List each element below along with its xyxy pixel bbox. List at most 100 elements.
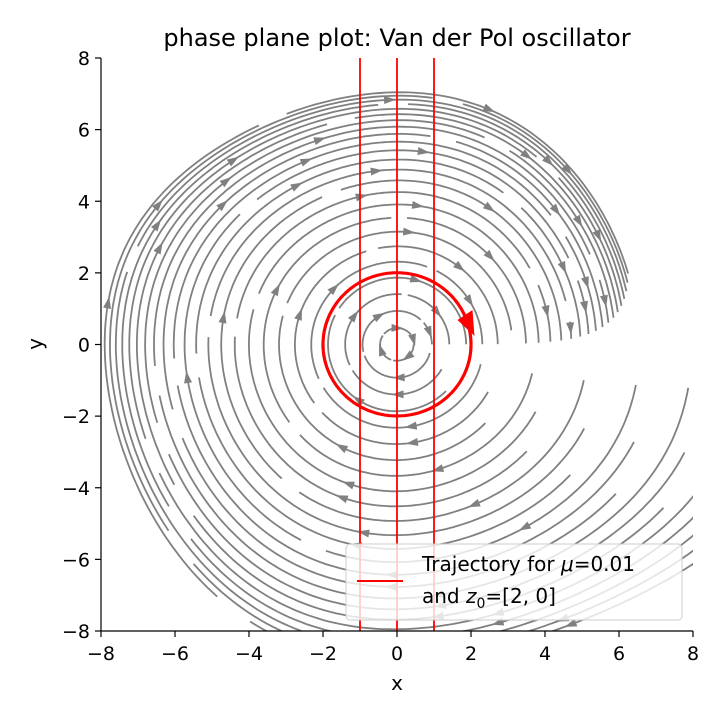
streamline-arrow xyxy=(313,137,326,146)
streamline-arrow xyxy=(592,229,602,242)
streamline-arrow xyxy=(370,167,383,176)
streamline xyxy=(537,284,552,342)
streamlines xyxy=(103,91,693,643)
streamline-arrow xyxy=(355,193,368,202)
legend-line1-prefix: Trajectory for xyxy=(421,552,561,576)
legend-line1-var: μ xyxy=(560,552,574,576)
streamline-arrow xyxy=(417,147,430,155)
streamline-arrow xyxy=(384,95,397,104)
x-tick-label: −2 xyxy=(309,643,337,665)
streamline-arrow xyxy=(453,260,465,272)
streamline-arrow xyxy=(409,274,423,283)
streamline-arrow xyxy=(226,156,239,167)
streamline-arrow xyxy=(151,199,163,212)
x-tick-label: 8 xyxy=(687,643,699,665)
streamline-arrow xyxy=(482,103,496,113)
streamline-arrow xyxy=(352,396,365,407)
y-ticks: −8 −6 −4 −2 0 2 4 6 8 xyxy=(62,48,101,643)
y-tick-label: 0 xyxy=(78,335,90,357)
streamline xyxy=(321,391,489,445)
y-tick-label: 2 xyxy=(78,263,90,285)
streamline-arrow xyxy=(557,260,567,274)
x-tick-label: 2 xyxy=(465,643,477,665)
streamline-arrow xyxy=(299,158,313,167)
streamline-arrow xyxy=(372,312,385,323)
streamline-arrow xyxy=(219,176,232,188)
streamline-arrow xyxy=(290,182,303,192)
legend-line1-suffix: =0.01 xyxy=(574,552,635,576)
legend-line2-sub: 0 xyxy=(476,596,485,612)
streamline-arrow xyxy=(482,201,496,212)
x-tick-label: 4 xyxy=(539,643,551,665)
streamline-arrow xyxy=(561,163,573,176)
streamline-arrow xyxy=(405,438,419,446)
chart-title: phase plane plot: Van der Pol oscillator xyxy=(163,24,630,52)
streamline-arrow xyxy=(392,373,405,382)
legend-line2-suffix: =[2, 0] xyxy=(485,584,556,608)
streamline-arrow xyxy=(468,498,481,508)
legend-line2-prefix: and xyxy=(422,584,466,608)
legend-label-line1: Trajectory for μ=0.01 xyxy=(421,552,635,576)
streamline xyxy=(248,309,537,493)
streamline-arrow xyxy=(335,443,349,454)
x-tick-label: −4 xyxy=(235,643,263,665)
trajectory-arrow xyxy=(457,309,475,336)
streamline-arrow xyxy=(518,521,532,531)
streamline-arrow xyxy=(566,322,575,335)
streamline-arrow xyxy=(404,421,418,430)
x-tick-label: −8 xyxy=(87,643,115,665)
streamline-arrow xyxy=(335,495,349,504)
streamline-arrow xyxy=(402,227,416,236)
streamline-arrow xyxy=(347,310,359,323)
streamline xyxy=(286,91,629,274)
streamline-arrow xyxy=(549,203,561,216)
y-tick-label: 8 xyxy=(78,48,90,70)
nullclines xyxy=(359,58,435,631)
streamline-arrow xyxy=(564,618,578,627)
x-ticks: −8 −6 −4 −2 0 2 4 6 8 xyxy=(87,631,699,665)
x-tick-label: −6 xyxy=(161,643,189,665)
legend-box xyxy=(345,543,683,621)
streamline-arrow xyxy=(313,635,326,643)
streamline-arrow xyxy=(216,200,228,212)
streamline-arrow xyxy=(153,242,163,255)
streamline xyxy=(220,196,323,480)
streamline-arrow xyxy=(327,283,339,296)
y-axis-label: y xyxy=(23,338,47,350)
streamline-arrow xyxy=(342,481,355,490)
y-tick-label: −8 xyxy=(62,621,90,643)
legend: Trajectory for μ=0.01 and z0=[2, 0] xyxy=(345,543,683,621)
streamline-arrow xyxy=(463,294,474,307)
streamline-arrow xyxy=(411,200,425,209)
streamline-arrow xyxy=(150,219,162,232)
streamline-arrow xyxy=(483,249,495,262)
streamline-arrow xyxy=(580,300,588,314)
y-tick-label: −6 xyxy=(62,549,90,571)
streamline-arrow xyxy=(294,308,302,321)
streamline-arrow xyxy=(542,154,554,167)
streamline-arrow xyxy=(184,371,193,384)
legend-label-line2: and z0=[2, 0] xyxy=(422,584,556,612)
streamline-arrow xyxy=(581,276,589,289)
streamline-arrow xyxy=(541,305,550,318)
trajectory xyxy=(321,271,475,418)
streamline-arrow xyxy=(599,294,608,308)
x-tick-label: 0 xyxy=(391,643,403,665)
x-tick-label: 6 xyxy=(613,643,625,665)
streamline-arrow xyxy=(572,214,583,228)
y-tick-label: 4 xyxy=(78,191,90,213)
streamline-arrow xyxy=(379,343,387,357)
y-tick-label: −2 xyxy=(62,406,90,428)
legend-line2-var: z xyxy=(465,584,477,608)
streamline-arrow xyxy=(103,296,112,309)
streamline-arrow xyxy=(218,311,227,324)
streamline-arrow xyxy=(402,350,415,361)
streamline xyxy=(172,140,552,359)
streamline xyxy=(136,123,328,486)
x-axis-label: x xyxy=(391,671,403,695)
y-tick-label: 6 xyxy=(78,120,90,142)
trajectory-line xyxy=(321,271,473,418)
streamline-arrow xyxy=(408,333,416,346)
y-tick-label: −4 xyxy=(62,478,90,500)
